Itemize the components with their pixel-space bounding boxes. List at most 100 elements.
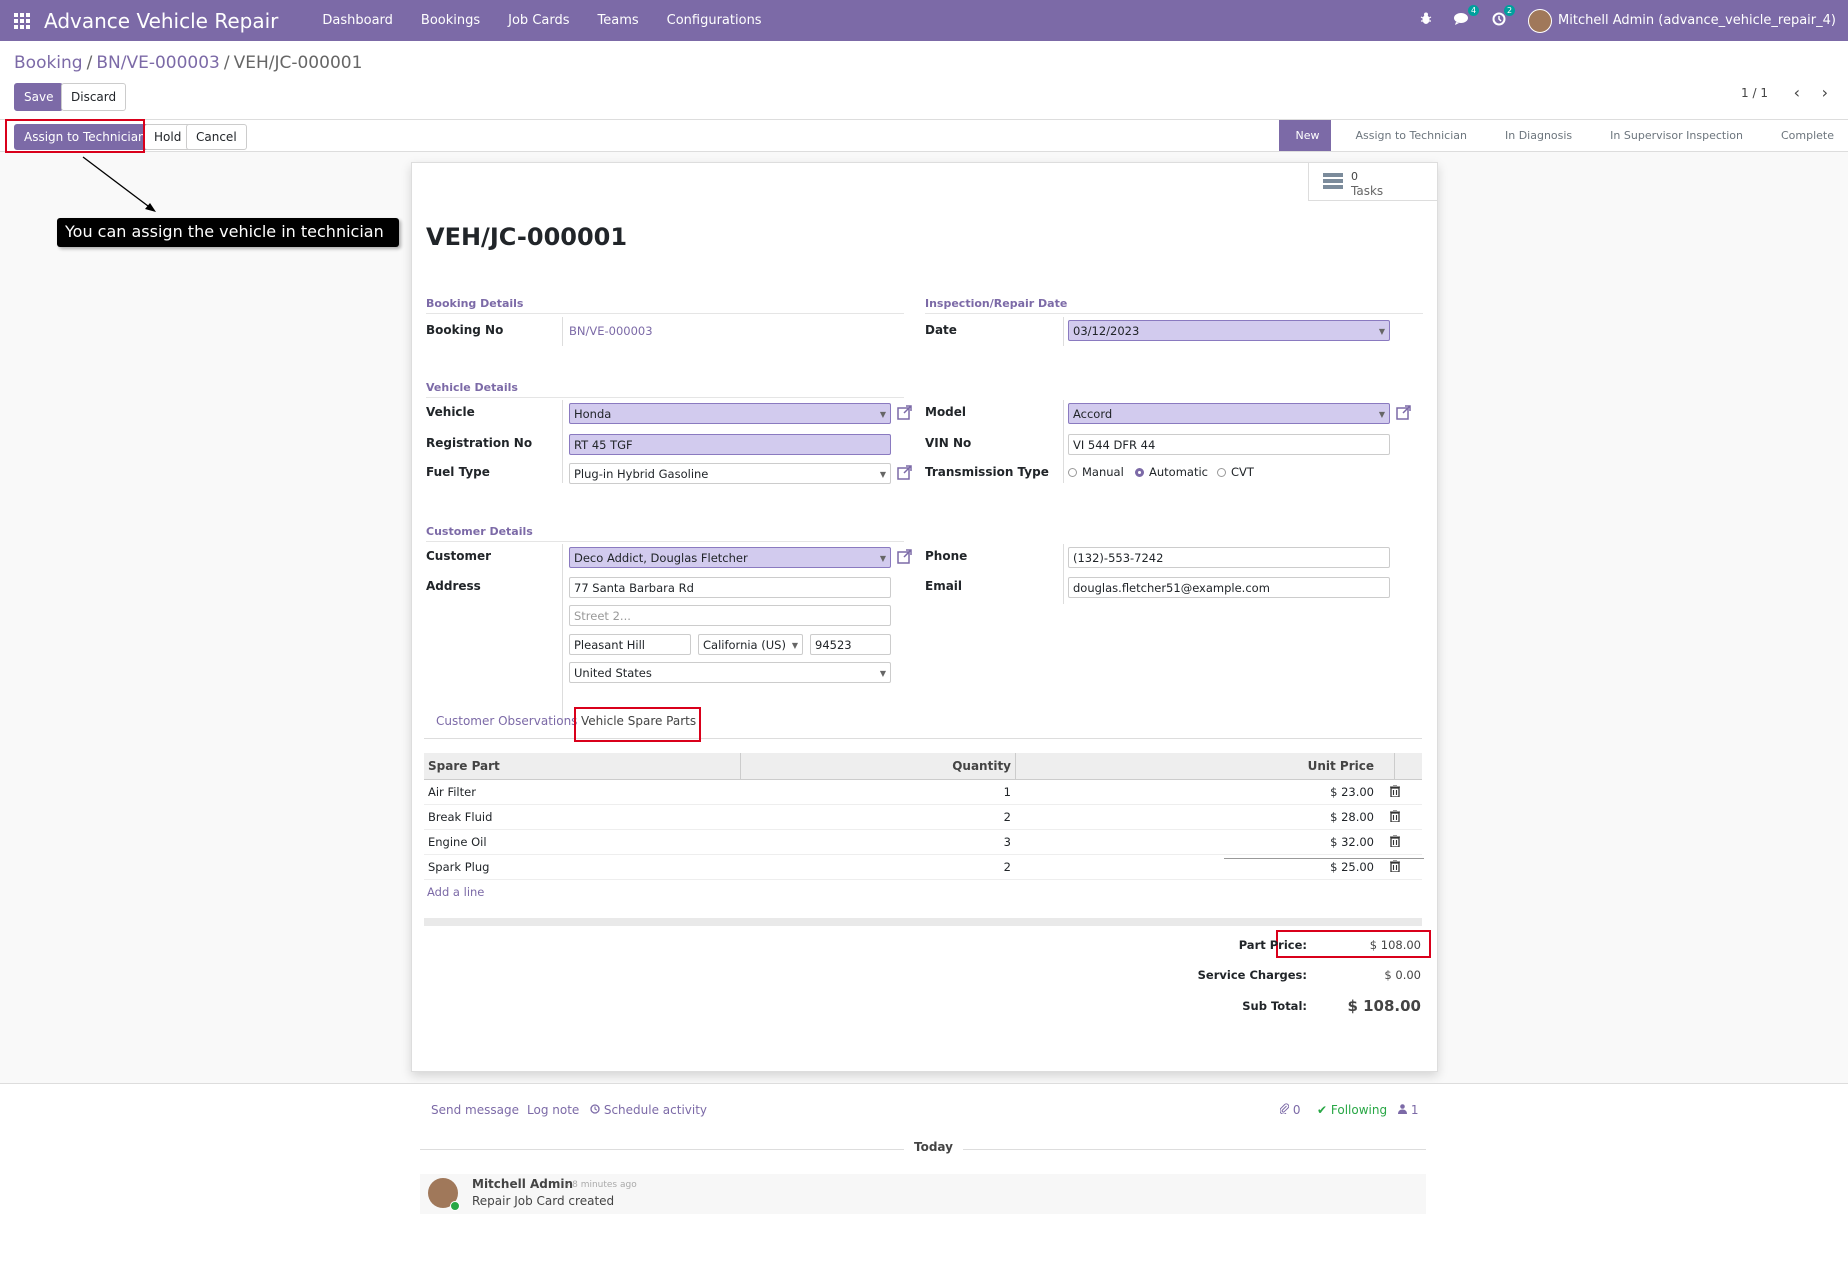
log-note-button[interactable]: Log note — [527, 1103, 580, 1117]
assign-button-highlight — [5, 119, 145, 153]
avatar — [1528, 8, 1553, 33]
street-field[interactable]: 77 Santa Barbara Rd — [569, 577, 891, 598]
label-booking-no: Booking No — [426, 323, 504, 337]
stage-in-diagnosis[interactable]: In Diagnosis — [1504, 129, 1573, 142]
tab-customer-observations[interactable]: Customer Observations — [436, 714, 578, 728]
clock-icon — [590, 1104, 600, 1114]
label-email: Email — [925, 579, 963, 593]
chevron-down-icon: ▼ — [879, 554, 886, 563]
pager-next-icon[interactable]: › — [1821, 83, 1828, 102]
add-a-line-link[interactable]: Add a line — [427, 885, 485, 899]
table-header: Spare Part Quantity Unit Price — [424, 753, 1422, 780]
col-spare-part[interactable]: Spare Part — [428, 759, 500, 773]
phone-field[interactable]: (132)-553-7242 — [1068, 547, 1390, 568]
pager-previous-icon[interactable]: ‹ — [1793, 83, 1800, 102]
menu-dashboard[interactable]: Dashboard — [322, 13, 393, 28]
record-title: VEH/JC-000001 — [426, 223, 628, 251]
followers-button[interactable]: 1 — [1398, 1103, 1418, 1117]
tasks-label: Tasks — [1351, 184, 1384, 198]
table-row[interactable]: Air Filter 1 $ 23.00 — [424, 780, 1422, 805]
attachments-button[interactable]: 0 — [1279, 1103, 1300, 1117]
trash-icon[interactable] — [1390, 860, 1400, 872]
service-charges-value: $ 0.00 — [1384, 968, 1421, 982]
model-field[interactable]: Accord ▼ — [1068, 403, 1390, 424]
customer-field[interactable]: Deco Addict, Douglas Fletcher ▼ — [569, 547, 891, 568]
chevron-down-icon: ▼ — [879, 470, 886, 479]
breadcrumb-booking[interactable]: Booking — [14, 53, 83, 73]
fuel-type-field[interactable]: Plug-in Hybrid Gasoline ▼ — [569, 463, 891, 484]
email-field[interactable]: douglas.fletcher51@example.com — [1068, 577, 1390, 598]
schedule-activity-button[interactable]: Schedule activity — [590, 1103, 707, 1117]
tasks-count: 0 — [1351, 170, 1358, 183]
apps-grid-icon[interactable] — [14, 12, 30, 29]
tasks-smart-button[interactable]: 0 Tasks — [1308, 163, 1437, 201]
col-quantity[interactable]: Quantity — [952, 759, 1011, 773]
app-title[interactable]: Advance Vehicle Repair — [44, 8, 279, 33]
country-field[interactable]: United States ▼ — [569, 662, 891, 683]
state-field[interactable]: California (US) ▼ — [698, 634, 803, 655]
external-link-icon[interactable] — [897, 405, 912, 420]
menu-teams[interactable]: Teams — [597, 13, 639, 28]
paperclip-icon — [1279, 1103, 1290, 1115]
external-link-icon[interactable] — [897, 549, 912, 564]
table-row[interactable]: Spark Plug 2 $ 25.00 — [424, 855, 1422, 880]
user-menu[interactable]: Mitchell Admin (advance_vehicle_repair_4… — [1528, 8, 1836, 33]
table-row[interactable]: Break Fluid 2 $ 28.00 — [424, 805, 1422, 830]
trash-icon[interactable] — [1390, 810, 1400, 822]
tab-vehicle-spare-parts[interactable]: Vehicle Spare Parts — [581, 714, 697, 728]
radio-cvt[interactable]: CVT — [1217, 465, 1254, 479]
save-button[interactable]: Save — [14, 83, 64, 111]
part-price-value: $ 108.00 — [1369, 938, 1421, 952]
table-footer — [424, 918, 1422, 926]
top-navbar: Advance Vehicle Repair Dashboard Booking… — [0, 0, 1848, 41]
street2-field[interactable]: Street 2... — [569, 605, 891, 626]
assign-to-technician-button[interactable]: Assign to Technician — [14, 124, 156, 150]
add-line-row: Add a line — [424, 880, 1422, 904]
table-row[interactable]: Engine Oil 3 $ 32.00 — [424, 830, 1422, 855]
annotation-arrow — [82, 156, 156, 212]
message-author[interactable]: Mitchell Admin — [472, 1177, 574, 1191]
stage-in-supervisor-inspection[interactable]: In Supervisor Inspection — [1610, 129, 1743, 142]
breadcrumb-current: VEH/JC-000001 — [233, 53, 363, 73]
stage-pipeline: New Assign to Technician In Diagnosis In… — [1279, 120, 1848, 151]
stage-complete[interactable]: Complete — [1780, 129, 1834, 142]
radio-manual[interactable]: Manual — [1068, 465, 1124, 479]
subtotal-label: Sub Total: — [1242, 999, 1307, 1013]
registration-field[interactable]: RT 45 TGF — [569, 434, 891, 455]
cancel-button[interactable]: Cancel — [186, 124, 247, 150]
send-message-button[interactable]: Send message — [431, 1103, 519, 1117]
stage-new[interactable]: New — [1279, 120, 1332, 151]
trash-icon[interactable] — [1390, 835, 1400, 847]
radio-automatic[interactable]: Automatic — [1135, 465, 1208, 479]
menu-bookings[interactable]: Bookings — [420, 13, 481, 28]
col-unit-price[interactable]: Unit Price — [1307, 759, 1374, 773]
stage-assign-to-technician[interactable]: Assign to Technician — [1355, 129, 1467, 142]
service-charges-label: Service Charges: — [1197, 968, 1307, 982]
pager-value[interactable]: 1 / 1 — [1741, 86, 1768, 100]
menu-configurations[interactable]: Configurations — [666, 13, 762, 28]
section-customer-details: Customer Details — [426, 525, 904, 542]
breadcrumb-booking-record[interactable]: BN/VE-000003 — [96, 53, 220, 73]
external-link-icon[interactable] — [1396, 405, 1411, 420]
annotation-callout: You can assign the vehicle in technician — [57, 218, 399, 247]
date-field[interactable]: 03/12/2023 ▼ — [1068, 320, 1390, 341]
external-link-icon[interactable] — [897, 465, 912, 480]
part-price-highlight — [1276, 930, 1431, 958]
city-field[interactable]: Pleasant Hill — [569, 634, 691, 655]
hold-button[interactable]: Hold — [144, 124, 192, 150]
bug-icon[interactable] — [1420, 12, 1432, 29]
vehicle-field[interactable]: Honda ▼ — [569, 403, 891, 424]
trash-icon[interactable] — [1390, 785, 1400, 797]
activity-clock-icon[interactable]: 2 — [1492, 4, 1516, 30]
booking-no-link[interactable]: BN/VE-000003 — [569, 324, 653, 338]
zip-field[interactable]: 94523 — [810, 634, 891, 655]
label-model: Model — [925, 405, 967, 419]
chevron-down-icon: ▼ — [1378, 327, 1385, 336]
label-vin-no: VIN No — [925, 436, 972, 450]
following-button[interactable]: ✔ Following — [1317, 1103, 1388, 1117]
vin-field[interactable]: VI 544 DFR 44 — [1068, 434, 1390, 455]
label-transmission-type: Transmission Type — [925, 465, 1049, 479]
chat-icon[interactable]: 4 — [1454, 5, 1480, 29]
discard-button[interactable]: Discard — [61, 83, 127, 111]
menu-job-cards[interactable]: Job Cards — [508, 13, 570, 28]
